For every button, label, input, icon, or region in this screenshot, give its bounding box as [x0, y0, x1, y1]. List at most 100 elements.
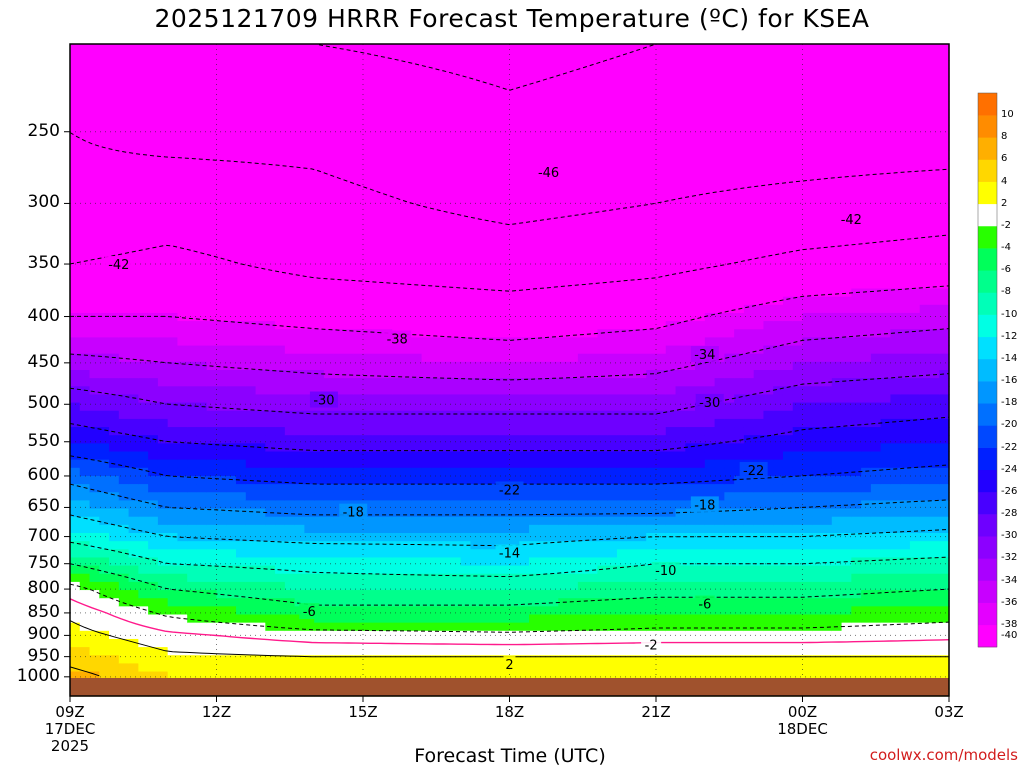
- colorbar-swatch-12: [978, 358, 997, 382]
- colorbar-swatch-11: [978, 381, 997, 404]
- x-axis-title: Forecast Time (UTC): [414, 745, 606, 767]
- colorbar-swatch-3: [978, 558, 997, 581]
- contour-label: -30: [699, 396, 720, 411]
- colorbar-swatch-4: [978, 536, 997, 559]
- contour-label-bg-8: [495, 481, 524, 498]
- colorbar-swatch-17: [978, 248, 997, 271]
- x-tick-label: 03Z: [934, 703, 964, 721]
- y-tick-label: 250: [27, 120, 60, 141]
- colorbar-label: 8: [1001, 131, 1008, 143]
- isotherm--18: [69, 483, 950, 516]
- y-tick-label: 650: [27, 496, 60, 517]
- colorbar-label: -22: [1001, 441, 1018, 453]
- colorbar-swatch-19: [978, 203, 997, 227]
- isotherm--2: [69, 583, 950, 633]
- colorbar-frame: [977, 92, 998, 648]
- y-tick-label: 750: [27, 552, 60, 573]
- plot-frame: [69, 43, 950, 697]
- x-tick-sublabel: 17DEC: [44, 720, 96, 738]
- y-tick-label: 500: [27, 393, 60, 414]
- colorbar-swatch-23: [978, 115, 997, 138]
- x-tick-label: 09Z: [55, 703, 85, 721]
- ground-fill: [70, 677, 949, 696]
- x-tick-label: 21Z: [641, 703, 671, 721]
- colorbar-label: -24: [1001, 463, 1018, 475]
- colorbar-swatch-13: [978, 336, 997, 360]
- x-tick-label: 00Z: [787, 703, 818, 721]
- colorbar: [977, 92, 998, 648]
- contour-label: -18: [343, 506, 364, 521]
- isotherm--42: [69, 234, 950, 292]
- colorbar-label: -20: [1001, 419, 1018, 431]
- x-tick-sublabel: 18DEC: [777, 720, 828, 738]
- colorbar-label: -38: [1001, 618, 1018, 630]
- colorbar-swatch-24: [978, 93, 997, 116]
- contour-label: -6: [698, 598, 711, 613]
- colorbar-label: -36: [1001, 596, 1018, 608]
- colorbar-swatch-2: [978, 580, 997, 603]
- contour-label-bg-4: [690, 346, 719, 363]
- colorbar-swatch-10: [978, 403, 997, 426]
- colorbar-label: -6: [1001, 264, 1011, 276]
- colorbar-swatch-5: [978, 514, 997, 537]
- x-tick-label: 12Z: [201, 703, 232, 721]
- contour-label-bg-5: [309, 391, 338, 408]
- colorbar-swatch-7: [978, 469, 997, 493]
- contour-label-bg-7: [739, 462, 768, 479]
- contour-label-bg-10: [339, 503, 368, 520]
- isotherm-0: [69, 598, 950, 646]
- contour-labels: -46-42-42-38-34-30 -30-22-22-18-18-14-10-…: [104, 164, 866, 673]
- isotherm--6: [69, 563, 950, 606]
- colorbar-label: -4: [1001, 242, 1011, 254]
- colorbar-label: -10: [1001, 308, 1018, 320]
- colorbar-label: -30: [1001, 530, 1018, 542]
- contour-label-bg-12: [651, 561, 680, 578]
- contour-label-bg-15: [641, 636, 662, 653]
- colorbar-swatch-6: [978, 491, 997, 515]
- colorbar-label: -12: [1001, 330, 1018, 342]
- contour-label: -34: [694, 348, 715, 363]
- y-tick-label: 850: [27, 601, 60, 622]
- contour-label-bg-2: [104, 256, 133, 273]
- colorbar-label: -32: [1001, 552, 1018, 564]
- ground-below-surface: [70, 677, 949, 696]
- contour-label-bg-0: [534, 164, 563, 181]
- colorbar-label: -2: [1001, 219, 1011, 231]
- contour-label: -10: [655, 564, 676, 579]
- isotherm--34: [69, 328, 950, 381]
- isotherm--46: [69, 132, 950, 226]
- contour-label-bg-14: [299, 603, 320, 620]
- x-tick-sublabel: 2025: [50, 737, 90, 755]
- colorbar-label: -28: [1001, 508, 1018, 520]
- contour-label: -6: [303, 605, 316, 620]
- y-tick-label: 350: [27, 253, 60, 274]
- isotherm--38: [70, 285, 950, 341]
- colorbar-swatch-22: [978, 137, 997, 160]
- y-tick-label: 600: [27, 464, 60, 485]
- colorbar-label: -8: [1001, 286, 1011, 298]
- y-tick-label: 950: [27, 645, 60, 666]
- colorbar-swatch-0: [978, 624, 997, 648]
- y-tick-label: 700: [27, 525, 60, 546]
- contour-label: -14: [499, 547, 520, 562]
- contour-label: -46: [538, 166, 559, 181]
- y-tick-label: 550: [27, 430, 60, 451]
- contour-label-bg-11: [495, 544, 524, 561]
- isotherm--30: [69, 373, 950, 415]
- colorbar-label: 10: [1001, 109, 1014, 121]
- colorbar-label: -18: [1001, 397, 1018, 409]
- chart-title: 2025121709 HRRR Forecast Temperature (ºC…: [154, 4, 870, 33]
- colorbar-label: 6: [1001, 153, 1008, 165]
- colorbar-swatch-18: [978, 225, 997, 249]
- colorbar-label: -34: [1001, 574, 1018, 586]
- contour-label: -42: [108, 258, 129, 273]
- colorbar-label: -16: [1001, 375, 1018, 387]
- colorbar-swatch-16: [978, 270, 997, 293]
- contour-label: -38: [387, 333, 408, 348]
- contour-label-bg-16: [503, 656, 516, 673]
- colorbar-swatch-9: [978, 425, 997, 448]
- contour-label: -18: [694, 498, 715, 513]
- x-tick-label: 15Z: [348, 703, 378, 721]
- contour-label-bg-6: [695, 393, 724, 410]
- isotherm--10: [69, 541, 950, 578]
